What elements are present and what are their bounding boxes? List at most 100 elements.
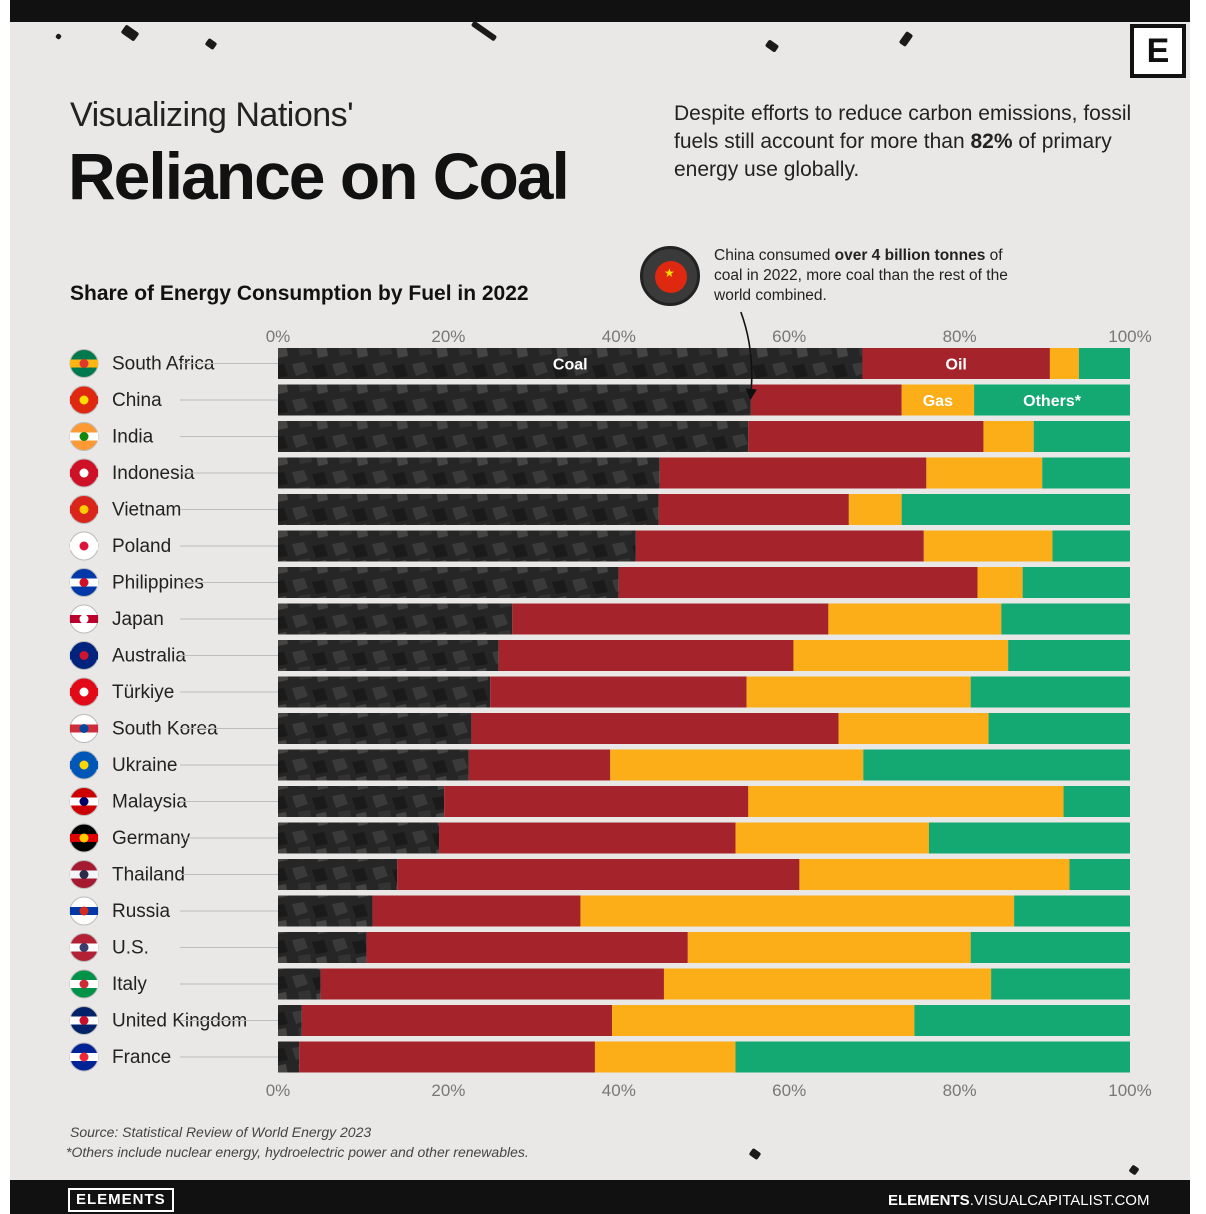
annotation-part-2: of coal in 2022, more coal than the rest…	[714, 247, 1008, 304]
bar-segment-coal	[278, 676, 491, 708]
bar-segment-others	[1042, 457, 1130, 489]
bar-segment-coal	[278, 384, 751, 416]
bar-segment-oil	[750, 384, 902, 416]
bar-segment-gas	[1049, 348, 1079, 379]
bar-segment-others	[1033, 421, 1130, 452]
segment-label-coal: Coal	[553, 357, 588, 374]
country-label: France	[112, 1047, 171, 1068]
x-tick-label-top: 20%	[431, 327, 465, 346]
flag-emblem	[79, 468, 89, 478]
bar-segment-gas	[838, 713, 989, 744]
flag-emblem	[79, 651, 89, 660]
country-label: Thailand	[112, 865, 185, 886]
flag-emblem	[79, 432, 89, 441]
bar-segment-oil	[618, 567, 978, 598]
flag-emblem	[79, 943, 89, 952]
bar-segment-coal	[278, 640, 499, 671]
bar-segment-others	[1052, 530, 1130, 562]
dek-highlight: 82%	[970, 130, 1013, 153]
flag-emblem	[79, 359, 89, 368]
chart-title: Share of Energy Consumption by Fuel in 2…	[70, 282, 529, 305]
website-url: ELEMENTS.VISUALCAPITALIST.COM	[888, 1192, 1149, 1209]
bar-segment-coal	[278, 968, 321, 1000]
bar-segment-gas	[901, 384, 975, 416]
bar-segment-coal	[278, 859, 398, 890]
segment-label-others: Others*	[1023, 393, 1082, 410]
page-title: Reliance on Coal	[68, 139, 570, 213]
x-tick-label-top: 60%	[772, 327, 806, 346]
top-band	[10, 0, 1190, 22]
china-annotation: China consumed over 4 billion tonnes of …	[714, 246, 1034, 306]
bar-segment-others	[928, 822, 1130, 854]
flag-emblem	[79, 541, 89, 551]
bar-segment-others	[863, 749, 1130, 781]
x-tick-label-top: 40%	[602, 327, 636, 346]
segment-label-oil: Oil	[946, 357, 967, 374]
flag-emblem	[79, 724, 89, 733]
bar-segment-oil	[498, 640, 794, 671]
bar-segment-others	[735, 1041, 1130, 1073]
bar-segment-others	[1063, 786, 1130, 817]
country-label: Russia	[112, 901, 171, 922]
bar-segment-oil	[512, 603, 829, 635]
source-note: Source: Statistical Review of World Ener…	[70, 1124, 372, 1140]
annotation-part-1: China consumed	[714, 247, 835, 264]
country-label: Vietnam	[112, 500, 181, 521]
bar-segment-gas	[594, 1041, 736, 1073]
bar-segment-gas	[663, 968, 992, 1000]
bar-segment-others	[970, 676, 1130, 708]
dek-text: Despite efforts to reduce carbon emissio…	[674, 100, 1144, 184]
flag-emblem	[79, 578, 89, 587]
bar-segment-gas	[610, 749, 864, 781]
bar-segment-others	[1078, 348, 1130, 379]
bar-segment-others	[1014, 895, 1130, 927]
flag-emblem	[79, 687, 89, 697]
x-tick-label-bottom: 60%	[772, 1081, 806, 1100]
bar-segment-gas	[977, 567, 1023, 598]
bar-segment-gas	[793, 640, 1009, 671]
infographic-frame: E Visualizing Nations' Reliance on Coal …	[10, 0, 1190, 1214]
bar-segment-others	[974, 384, 1130, 416]
url-bold: ELEMENTS	[888, 1192, 970, 1209]
bottom-band	[10, 1180, 1190, 1214]
segment-label-gas: Gas	[923, 393, 953, 410]
flag-emblem	[79, 614, 89, 624]
country-label: U.S.	[112, 938, 149, 959]
bar-segment-oil	[862, 348, 1050, 379]
country-label: Poland	[112, 536, 171, 557]
country-label: Indonesia	[112, 463, 195, 484]
bar-segment-others	[991, 968, 1130, 1000]
bar-segment-coal	[278, 749, 469, 781]
bar-segment-coal	[278, 421, 749, 452]
bar-segment-coal	[278, 786, 445, 817]
footnote: *Others include nuclear energy, hydroele…	[66, 1144, 529, 1160]
bar-segment-gas	[735, 822, 929, 854]
bar-segment-coal	[278, 603, 513, 635]
flag-emblem	[79, 906, 89, 916]
url-rest: .VISUALCAPITALIST.COM	[969, 1192, 1150, 1209]
bar-segment-gas	[687, 932, 971, 963]
country-label: South Africa	[112, 354, 215, 375]
bar-segment-gas	[828, 603, 1002, 635]
bar-segment-gas	[580, 895, 1015, 927]
stacked-bar-chart: 0% 0% 20% 20% 40% 40% 60% 60% 80% 80% 100% 100% Sout…	[69, 311, 1152, 1100]
china-flag-disc: ★	[655, 261, 687, 293]
bar-segment-gas	[848, 494, 902, 525]
dek-part-1: Despite efforts to reduce carbon emissio…	[674, 102, 1132, 153]
bar-segment-others	[988, 713, 1130, 744]
bar-segment-others	[970, 932, 1130, 963]
title-line-1: Visualizing Nations'	[70, 96, 354, 134]
bar-segment-coal	[278, 530, 636, 562]
annotation-highlight: over 4 billion tonnes	[834, 247, 986, 264]
bar-segment-coal	[278, 822, 440, 854]
bar-segment-oil	[444, 786, 749, 817]
bar-segment-coal	[278, 348, 863, 379]
country-label: Philippines	[112, 573, 204, 594]
flag-emblem	[79, 1052, 89, 1062]
bar-segment-oil	[659, 457, 927, 489]
bar-segment-gas	[923, 530, 1053, 562]
bar-segment-gas	[926, 457, 1043, 489]
bar-segment-coal	[278, 713, 472, 744]
x-tick-label-bottom: 40%	[602, 1081, 636, 1100]
flag-emblem	[79, 1016, 89, 1025]
